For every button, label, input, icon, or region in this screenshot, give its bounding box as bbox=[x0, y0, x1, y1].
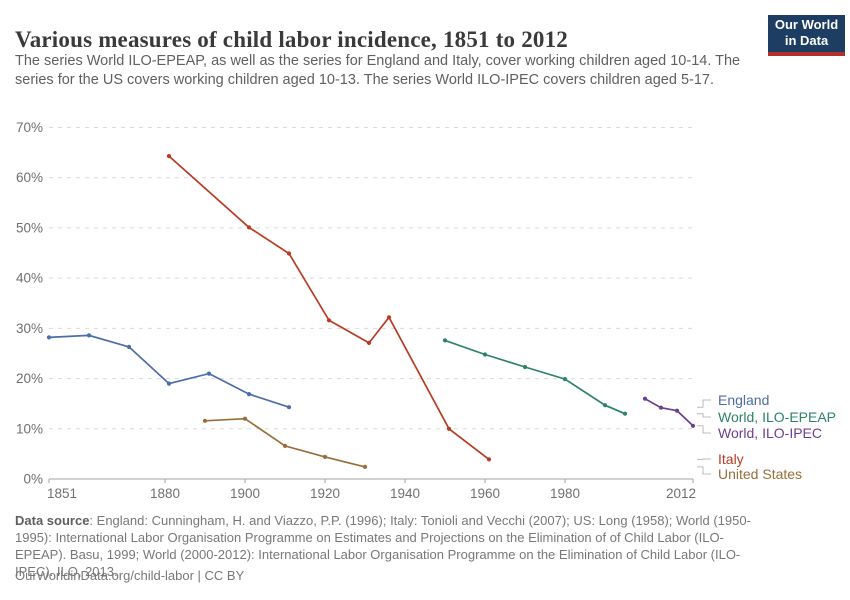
legend-item-world-ilo-ipec[interactable]: World, ILO-IPEC bbox=[718, 425, 822, 441]
data-point[interactable] bbox=[446, 426, 452, 431]
data-point[interactable] bbox=[242, 416, 248, 421]
data-point[interactable] bbox=[286, 405, 292, 410]
data-point[interactable] bbox=[658, 405, 664, 410]
data-source-note: Data source: England: Cunningham, H. and… bbox=[15, 512, 763, 580]
y-tick-label: 10% bbox=[16, 421, 43, 436]
y-tick-label: 70% bbox=[16, 120, 43, 135]
line-chart: 0% 10% 20% 30% 40% 50% 60% 70% 1851 1880 1900 1920 1… bbox=[16, 120, 711, 501]
owid-logo[interactable]: Our World in Data bbox=[768, 15, 845, 56]
data-source-label: Data source bbox=[15, 513, 90, 528]
y-tick-label: 30% bbox=[16, 321, 43, 336]
legend-leader-line bbox=[697, 413, 711, 418]
data-point[interactable] bbox=[486, 457, 492, 462]
data-point[interactable] bbox=[326, 318, 332, 323]
page-title: Various measures of child labor incidenc… bbox=[15, 27, 569, 53]
data-point[interactable] bbox=[482, 352, 488, 357]
chart-area: 0% 10% 20% 30% 40% 50% 60% 70% 1851 1880 1900 1920 1… bbox=[0, 115, 850, 505]
series-line-world-ilo-epeap[interactable] bbox=[444, 339, 626, 415]
data-point[interactable] bbox=[674, 408, 680, 413]
series-line-england[interactable] bbox=[48, 334, 290, 409]
data-point[interactable] bbox=[386, 315, 392, 320]
data-point[interactable] bbox=[286, 251, 292, 256]
data-point[interactable] bbox=[202, 418, 208, 423]
data-point[interactable] bbox=[282, 443, 288, 448]
data-point[interactable] bbox=[246, 225, 252, 230]
data-point[interactable] bbox=[562, 377, 568, 382]
y-tick-label: 0% bbox=[23, 472, 43, 487]
data-point[interactable] bbox=[46, 335, 52, 340]
data-point[interactable] bbox=[166, 381, 172, 386]
data-point[interactable] bbox=[602, 403, 608, 408]
legend-item-italy[interactable]: Italy bbox=[718, 451, 744, 467]
data-point[interactable] bbox=[206, 371, 212, 376]
series-line-united-states[interactable] bbox=[204, 417, 366, 468]
x-tick-label: 1980 bbox=[550, 486, 580, 501]
data-point[interactable] bbox=[86, 333, 92, 338]
x-tick-label: 1880 bbox=[150, 486, 180, 501]
legend-item-england[interactable]: England bbox=[718, 392, 770, 408]
data-point[interactable] bbox=[642, 396, 648, 401]
legend-item-world-ilo-epeap[interactable]: World, ILO-EPEAP bbox=[718, 409, 837, 425]
y-tick-label: 50% bbox=[16, 220, 43, 235]
legend-leader-line bbox=[697, 399, 711, 408]
data-point[interactable] bbox=[166, 154, 172, 159]
series-line-italy[interactable] bbox=[168, 155, 490, 461]
x-tick-label: 1960 bbox=[470, 486, 500, 501]
data-point[interactable] bbox=[522, 364, 528, 370]
data-point[interactable] bbox=[322, 454, 328, 459]
x-tick-label: 2012 bbox=[666, 486, 696, 501]
data-point[interactable] bbox=[622, 411, 628, 416]
y-tick-label: 60% bbox=[16, 170, 43, 185]
x-tick-label: 1851 bbox=[47, 486, 77, 501]
data-point[interactable] bbox=[362, 464, 368, 469]
chart-subtitle: The series World ILO-EPEAP, as well as t… bbox=[15, 53, 741, 88]
owid-logo-line1: Our World bbox=[774, 17, 839, 32]
series-line-world-ilo-ipec[interactable] bbox=[644, 397, 694, 427]
legend-item-united-states[interactable]: United States bbox=[718, 466, 803, 482]
y-tick-label: 40% bbox=[16, 271, 43, 286]
license-link[interactable]: OurWorldinData.org/child-labor | CC BY bbox=[15, 568, 245, 583]
legend-leader-line bbox=[697, 425, 711, 434]
y-tick-label: 20% bbox=[16, 371, 43, 386]
data-point[interactable] bbox=[246, 392, 252, 397]
data-point[interactable] bbox=[690, 423, 696, 428]
data-point[interactable] bbox=[126, 344, 132, 349]
x-tick-label: 1920 bbox=[310, 486, 340, 501]
x-tick-label: 1940 bbox=[390, 486, 420, 501]
legend-leader-line bbox=[697, 466, 711, 475]
owid-logo-line2: in Data bbox=[784, 33, 829, 48]
data-source-text: : England: Cunningham, H. and Viazzo, P.… bbox=[15, 513, 751, 579]
data-point[interactable] bbox=[366, 340, 372, 345]
x-tick-label: 1900 bbox=[230, 486, 260, 501]
data-point[interactable] bbox=[442, 338, 448, 343]
